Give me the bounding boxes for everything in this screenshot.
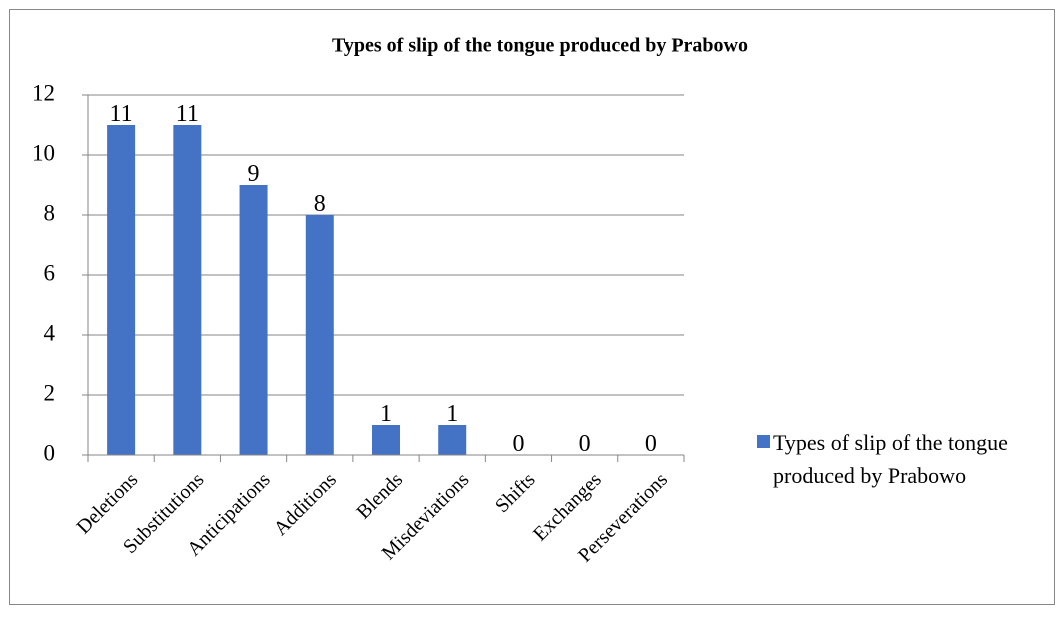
bar [107,125,136,455]
legend: Types of slip of the tongue produced by … [757,426,1057,492]
y-tick-label: 4 [44,320,56,345]
bar [305,215,334,455]
bar [438,425,467,455]
y-tick-label: 10 [32,140,55,165]
y-tick-label: 8 [44,200,56,225]
value-label: 0 [579,431,591,457]
legend-swatch [757,435,770,448]
chart-title: Types of slip of the tongue produced by … [332,35,748,57]
value-label: 0 [512,431,524,457]
value-label: 11 [110,101,133,127]
value-label: 1 [380,401,392,427]
bar [372,425,400,455]
value-label: 9 [248,161,260,187]
y-tick-label: 2 [44,380,56,405]
value-label: 1 [446,401,458,427]
value-label: 0 [645,431,657,457]
y-tick-label: 0 [44,440,56,465]
y-tick-label: 12 [32,80,55,105]
y-tick-label: 6 [44,260,56,285]
value-label: 8 [314,191,326,217]
value-label: 11 [176,101,199,127]
bar [239,185,268,455]
bar [173,125,202,455]
legend-label: Types of slip of the tongue produced by … [773,430,1008,488]
